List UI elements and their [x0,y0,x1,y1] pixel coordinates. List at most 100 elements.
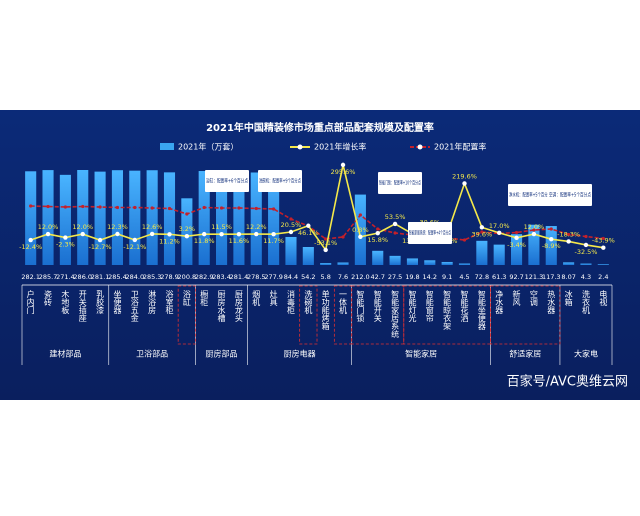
growth-label: -18.3% [557,230,580,238]
bar [250,172,262,265]
growth-label: 53.5% [385,213,406,221]
config-rate-point [358,213,362,217]
bar [198,171,210,265]
bar-value-label: 42.7 [370,273,384,281]
growth-label: 0.8% [352,226,369,234]
growth-point [531,231,537,237]
bar-value-label: 281.4 [230,273,249,281]
x-tick-label: 橱柜 [200,289,209,307]
bar-value-label: 277.9 [264,273,283,281]
growth-label: 3.2% [179,225,196,233]
x-tick-label: 卫浴五金 [130,290,139,322]
bar [511,234,523,265]
growth-point [28,237,33,243]
config-rate-point [167,206,172,211]
bar-value-label: 4.3 [581,273,591,281]
x-tick-label: 热水器 [547,289,556,315]
growth-label: -8.9% [542,242,561,250]
config-rate-line [30,205,604,241]
bar [337,262,349,265]
bar [424,260,436,265]
config-rate-point [532,228,536,232]
x-tick-label: 厨房水槽 [217,290,226,323]
x-tick-label: 净水器 [495,289,504,315]
x-tick-label: 空调 [529,289,538,307]
growth-label: 11.5% [211,223,232,231]
legend-marker [297,144,303,150]
growth-label: -12.7% [89,243,112,251]
group-label: 大家电 [574,349,598,359]
config-rate-point [46,204,50,209]
bar-value-label: 117.3 [542,273,561,281]
bar [458,263,471,265]
x-tick-label: 智能窗帘 [425,289,434,323]
growth-label: 12.3% [107,223,128,231]
bar-value-label: 9.1 [442,273,452,281]
growth-label: 11.2% [159,237,180,245]
config-rate-point [29,204,33,208]
bar-value-label: 61.3 [492,273,506,281]
bar-value-label: 212.0 [351,273,370,281]
config-rate-point [462,238,467,242]
config-rate-point [133,205,137,210]
bar-value-label: 19.8 [405,273,419,281]
bar [597,264,609,265]
config-rate-point [584,234,588,239]
config-rate-point [202,205,206,210]
annotation-box [408,222,452,244]
bar [94,171,106,265]
bar-value-label: 278.5 [247,273,266,281]
growth-label: -53.1% [314,239,337,247]
bar [563,262,575,265]
growth-point [80,231,85,237]
growth-point [202,231,207,237]
annotation: 洗碗机：配置率+9个百分点 [259,178,301,185]
annotation-box [548,184,592,206]
bar [545,226,557,265]
bar-value-label: 84.4 [284,273,298,281]
growth-point [115,231,120,237]
bar [181,198,193,265]
bar-value-label: 2.4 [598,273,608,281]
annotation: 智能门锁：配置率+10个百分点 [379,180,421,187]
config-rate-point [237,206,241,210]
x-tick-label: 智能花洒 [460,289,469,323]
bar [441,261,453,265]
x-tick-label: 坐便器 [113,290,122,315]
growth-point [306,223,311,228]
config-rate-point [81,204,85,209]
config-rate-point [601,236,605,241]
x-tick-label: 灶具 [269,289,278,307]
growth-point [271,231,276,237]
growth-label: -2.3% [56,241,75,249]
bar [580,263,592,265]
growth-label: 12.0% [524,223,545,231]
x-tick-label: 单功能烤箱 [321,289,330,331]
config-rate-point [341,235,345,239]
bar-value-label: 5.8 [321,273,331,281]
annotation-box [508,184,552,206]
bar-value-label: 121.3 [525,273,544,281]
growth-label: 15.8% [367,236,388,244]
x-tick-label: 冰箱 [564,289,573,307]
bar-value-label: 54.2 [301,273,315,281]
config-rate-point [185,212,189,216]
growth-label: -3.4% [507,241,526,249]
growth-point [167,232,172,237]
growth-label: 17.0% [489,222,510,230]
bar [268,172,280,265]
growth-label: 11.6% [229,237,250,245]
growth-point [566,239,571,244]
x-tick-label: 一体机 [339,290,348,315]
legend-marker [417,144,423,150]
bar-value-label: 200.8 [178,273,197,281]
x-tick-label: 洗衣机 [581,289,590,315]
growth-label: 219.6% [452,172,477,180]
bar [372,250,384,265]
growth-label: 20.5% [281,221,302,229]
highlight-box [490,285,561,345]
x-tick-label: 智能灯光 [408,289,417,323]
config-rate-point [272,207,276,211]
growth-label: 11.7% [263,237,284,245]
